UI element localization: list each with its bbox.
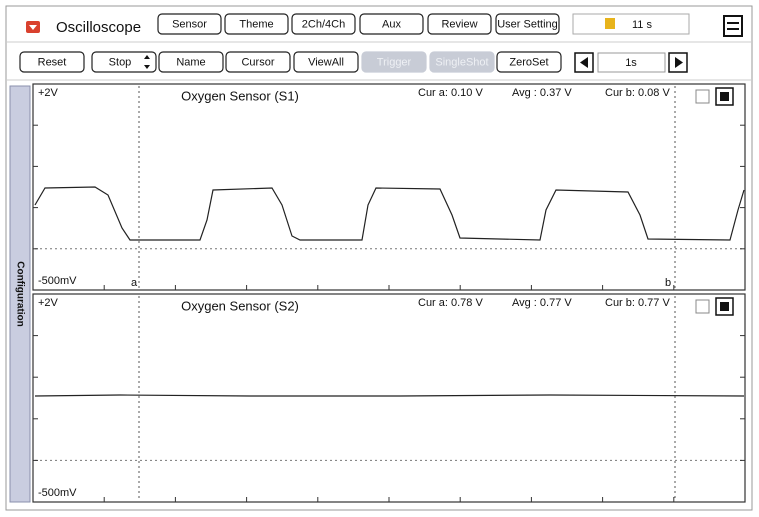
cursor-a-value: Cur a: 0.78 V (418, 297, 483, 309)
button-label: 2Ch/4Ch (302, 18, 345, 30)
toolbar-button[interactable]: Stop (91, 51, 157, 73)
button-label: ViewAll (308, 56, 344, 68)
button-frame (19, 51, 85, 73)
icon-arrow (675, 57, 683, 68)
button-frame (293, 51, 359, 73)
button-label: Cursor (241, 56, 274, 68)
toolbar-button[interactable]: SingleShot (429, 51, 495, 73)
button-frame (224, 13, 289, 35)
button-label: Trigger (377, 56, 412, 68)
button-frame (225, 51, 291, 73)
header-button[interactable]: Theme (224, 13, 289, 35)
button-frame (291, 13, 356, 35)
icon-arrow (580, 57, 588, 68)
channel-title: Oxygen Sensor (S1) (181, 88, 299, 103)
cursor-b-marker: b (665, 277, 671, 289)
button-label: ZeroSet (509, 56, 548, 68)
cursor-b-value: Cur b: 0.08 V (605, 87, 670, 99)
checkbox[interactable] (695, 299, 710, 314)
header-button[interactable]: 2Ch/4Ch (291, 13, 356, 35)
button-label: Stop (109, 56, 132, 68)
cursor-a-value: Cur a: 0.10 V (418, 87, 483, 99)
toolbar-button[interactable]: ViewAll (293, 51, 359, 73)
layout-button[interactable] (723, 15, 743, 37)
trace-s1 (34, 186, 745, 241)
configuration-tab[interactable] (9, 85, 31, 503)
button-label: Sensor (172, 18, 207, 30)
toolbar-button[interactable]: Cursor (225, 51, 291, 73)
button-label: User Setting (497, 18, 558, 30)
scale-min: -500mV (38, 487, 77, 499)
time-box (572, 13, 690, 35)
average-value: Avg : 0.37 V (512, 87, 572, 99)
scale-min: -500mV (38, 275, 77, 287)
button-frame (429, 51, 495, 73)
button-frame (91, 51, 157, 73)
button-frame (361, 51, 427, 73)
toolbar-button[interactable]: Trigger (361, 51, 427, 73)
scope-panel (32, 83, 746, 291)
button-label: SingleShot (435, 56, 488, 68)
toolbar-button[interactable]: ZeroSet (496, 51, 562, 73)
button-label: Review (441, 18, 477, 30)
configuration-label: Configuration (14, 261, 25, 327)
app-title: Oscilloscope (56, 19, 141, 36)
toggle-fill (720, 302, 729, 311)
header-button[interactable]: Review (427, 13, 492, 35)
cursor-a-marker: a (131, 277, 138, 289)
button-frame (427, 13, 492, 35)
button-label: Name (176, 56, 205, 68)
trace-s2 (34, 394, 745, 397)
toolbar-button[interactable]: Reset (19, 51, 85, 73)
time-icon (605, 18, 615, 29)
scope-panel (32, 293, 746, 503)
button-label: Aux (382, 18, 401, 30)
channel-title: Oxygen Sensor (S2) (181, 298, 299, 313)
header-button[interactable]: Aux (359, 13, 424, 35)
header-button[interactable]: User Setting (495, 13, 560, 35)
button-frame (158, 51, 224, 73)
timebase: 1s (625, 57, 637, 69)
button-label: Reset (38, 56, 67, 68)
stepper-icon (144, 55, 150, 69)
timebase-box (597, 52, 666, 73)
elapsed-time: 11 s (632, 19, 652, 31)
scale-max: +2V (38, 297, 59, 309)
button-frame (157, 13, 222, 35)
toggle-fill (720, 92, 729, 101)
header-button[interactable]: Sensor (157, 13, 222, 35)
button-frame (495, 13, 560, 35)
button-label: Theme (239, 18, 273, 30)
checkbox[interactable] (695, 89, 710, 104)
button-frame (359, 13, 424, 35)
cursor-b-value: Cur b: 0.77 V (605, 297, 670, 309)
toolbar-button[interactable]: Name (158, 51, 224, 73)
average-value: Avg : 0.77 V (512, 297, 572, 309)
icon-arrow (29, 25, 37, 30)
scale-max: +2V (38, 87, 59, 99)
button-frame (496, 51, 562, 73)
